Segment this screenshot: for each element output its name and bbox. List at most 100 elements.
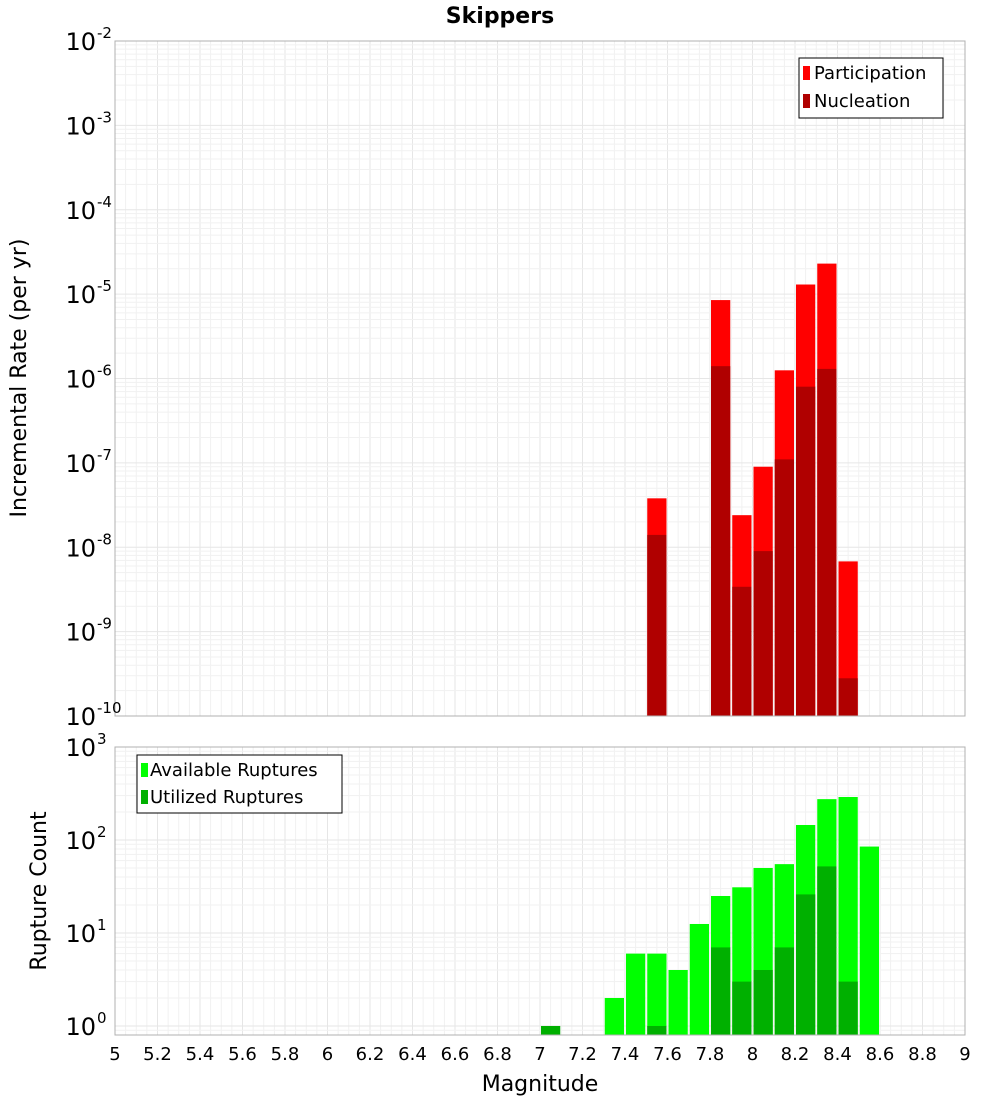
x-axis-label: Magnitude — [482, 1072, 599, 1097]
count-bar-series2 — [796, 894, 816, 1035]
rate-bar-series2 — [711, 366, 731, 716]
legend-label-utilized: Utilized Ruptures — [150, 787, 303, 808]
x-tick-label: 6.6 — [441, 1044, 470, 1065]
x-tick-label: 9 — [959, 1044, 970, 1065]
rate-bar-series2 — [774, 459, 794, 716]
rate-legend: Participation Nucleation — [798, 57, 944, 119]
rate-bar-series2 — [817, 368, 837, 716]
legend-label-available: Available Ruptures — [150, 760, 318, 781]
x-tick-label: 8 — [747, 1044, 758, 1065]
rate-bar-series2 — [647, 534, 667, 716]
x-tick-label: 6 — [322, 1044, 333, 1065]
x-tick-label: 7.4 — [611, 1044, 640, 1065]
rate-y-tick-label: 10 -2 — [65, 24, 112, 56]
rate-y-tick-label: 10 -3 — [65, 108, 112, 140]
rate-bar-series1 — [838, 561, 858, 716]
count-plot-frame — [114, 746, 966, 1036]
rate-y-tick-base: 10 — [65, 619, 96, 647]
rate-bar-series2 — [732, 586, 752, 716]
rate-y-tick-exp: -8 — [97, 530, 112, 548]
count-y-tick-exp: 2 — [97, 823, 107, 841]
rate-y-tick-label: 10 -10 — [65, 699, 121, 731]
count-bar-series2 — [711, 947, 731, 1035]
count-bar-series1 — [604, 997, 624, 1035]
x-tick-label: 5 — [109, 1044, 120, 1065]
rate-y-tick-label: 10 -8 — [65, 530, 112, 562]
count-bar-series1 — [668, 969, 688, 1035]
legend-label-participation: Participation — [814, 63, 926, 84]
rate-y-tick-base: 10 — [65, 112, 96, 140]
x-tick-label: 5.4 — [186, 1044, 215, 1065]
x-tick-label: 5.8 — [271, 1044, 300, 1065]
rate-y-tick-label: 10 -5 — [65, 277, 112, 309]
count-bar-series2 — [838, 981, 858, 1035]
rate-y-tick-label: 10 -9 — [65, 615, 112, 647]
x-tick-label: 5.6 — [228, 1044, 257, 1065]
x-tick-label: 7 — [534, 1044, 545, 1065]
x-tick-label: 8.6 — [866, 1044, 895, 1065]
x-tick-label: 7.2 — [568, 1044, 597, 1065]
rate-y-tick-base: 10 — [65, 450, 96, 478]
rate-y-tick-base: 10 — [65, 366, 96, 394]
rate-bars — [647, 263, 858, 716]
rate-y-tick-exp: -9 — [97, 615, 112, 633]
count-legend: Available Ruptures Utilized Ruptures — [136, 754, 343, 814]
rate-grid — [114, 41, 966, 717]
rate-y-tick-base: 10 — [65, 28, 96, 56]
rate-legend-box — [798, 57, 944, 119]
count-y-tick-exp: 0 — [97, 1009, 107, 1027]
rate-y-tick-base: 10 — [65, 703, 96, 731]
rate-y-tick-exp: -3 — [97, 108, 112, 126]
count-y-tick-base: 10 — [65, 920, 96, 948]
count-y-tick-base: 10 — [65, 827, 96, 855]
count-y-tick-base: 10 — [65, 734, 96, 762]
count-bar-series1 — [859, 846, 879, 1035]
count-y-tick-exp: 1 — [97, 916, 107, 934]
x-tick-label: 8.2 — [781, 1044, 810, 1065]
count-bar-series2 — [647, 1025, 667, 1035]
count-bar-series1 — [626, 953, 646, 1035]
count-bars — [541, 796, 879, 1035]
legend-swatch-utilized — [141, 790, 148, 804]
x-tick-label: 6.8 — [483, 1044, 512, 1065]
count-bar-series2 — [753, 969, 773, 1035]
magnitude-x-ticks: 5 5.2 5.4 5.6 5.8 6 6.2 6.4 6.6 6.8 7 7.2 7.4 7.6 7.8 8… — [109, 1044, 970, 1065]
count-bar-series1 — [647, 953, 667, 1035]
rate-y-tick-label: 10 -6 — [65, 362, 112, 394]
rate-y-tick-label: 10 -4 — [65, 193, 112, 225]
count-bar-series1 — [689, 923, 709, 1035]
count-y-tick-base: 10 — [65, 1013, 96, 1041]
x-tick-label: 8.8 — [908, 1044, 937, 1065]
count-legend-box — [136, 754, 343, 814]
count-y-tick-label: 10 2 — [65, 823, 106, 855]
count-y-tick-label: 10 3 — [65, 730, 106, 762]
x-tick-label: 7.6 — [653, 1044, 682, 1065]
rate-y-tick-exp: -2 — [97, 24, 112, 42]
count-y-tick-label: 10 1 — [65, 916, 106, 948]
count-y-tick-label: 10 0 — [65, 1009, 106, 1041]
x-tick-label: 6.2 — [356, 1044, 385, 1065]
rate-y-tick-exp: -7 — [97, 446, 112, 464]
legend-swatch-available — [141, 763, 148, 777]
count-bar-series2 — [541, 1025, 561, 1035]
count-bar-series2 — [732, 981, 752, 1035]
count-bar-series2 — [817, 866, 837, 1035]
rate-y-tick-base: 10 — [65, 534, 96, 562]
x-tick-label: 6.4 — [398, 1044, 427, 1065]
rate-y-tick-base: 10 — [65, 281, 96, 309]
legend-swatch-participation — [803, 66, 810, 80]
count-bar-series1 — [838, 796, 858, 1035]
count-y-tick-exp: 3 — [97, 730, 107, 748]
rate-y-tick-exp: -4 — [97, 193, 112, 211]
chart-title: Skippers — [446, 4, 554, 29]
rate-y-tick-base: 10 — [65, 197, 96, 225]
rate-y-tick-exp: -6 — [97, 362, 112, 380]
rate-y-tick-exp: -5 — [97, 277, 112, 295]
x-tick-label: 8.4 — [823, 1044, 852, 1065]
rate-bar-series2 — [838, 678, 858, 716]
